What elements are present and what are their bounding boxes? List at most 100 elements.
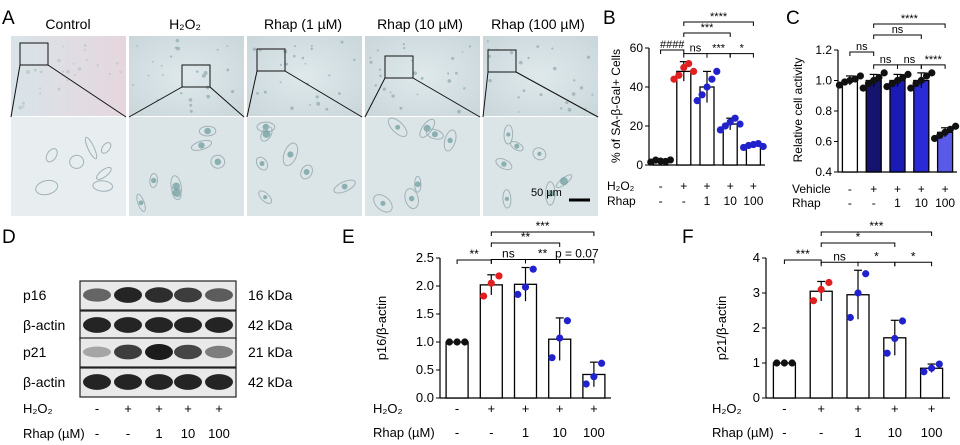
data-point xyxy=(898,317,907,325)
significance-label: p = 0.07 xyxy=(555,247,599,261)
condition-value: - xyxy=(848,196,852,210)
data-point xyxy=(941,128,949,136)
data-point xyxy=(883,349,891,357)
cell-outline xyxy=(170,175,182,198)
condition-value: - xyxy=(682,194,686,208)
cell-speckle xyxy=(279,81,282,84)
data-point xyxy=(698,91,706,99)
cell-speckle xyxy=(315,95,319,99)
bar xyxy=(889,79,906,173)
significance-bracket xyxy=(873,34,922,39)
stained-nucleus xyxy=(447,137,453,144)
cell-speckle xyxy=(486,40,489,43)
data-point xyxy=(920,368,928,376)
y-tick-label: 3 xyxy=(753,285,760,300)
cell-speckle xyxy=(136,45,138,47)
kda-42-1: 42 kDa xyxy=(248,317,293,333)
cell-outline xyxy=(495,157,513,171)
cell-speckle xyxy=(57,58,61,63)
stained-nucleus xyxy=(341,183,348,190)
y-tick-label: 60 xyxy=(630,41,644,55)
bar xyxy=(809,290,833,399)
kda-21: 21 kDa xyxy=(248,344,293,360)
data-point xyxy=(521,283,530,291)
cell-speckle xyxy=(399,106,403,110)
kda-16: 16 kDa xyxy=(248,287,293,303)
condition-value: 10 xyxy=(888,425,902,440)
panel-d-western-blot: p16 β-actin p21 β-actin 16 kDa 42 kDa 21… xyxy=(23,280,293,441)
significance-label: ** xyxy=(538,247,548,261)
blot-band xyxy=(145,287,173,303)
condition-value: + xyxy=(590,401,598,416)
cell-speckle xyxy=(83,44,87,47)
condition-value: + xyxy=(894,182,901,196)
cell-speckle xyxy=(226,68,230,72)
cell-speckle xyxy=(310,45,313,48)
cell-speckle xyxy=(552,66,557,71)
y-tick-label: 1.2 xyxy=(815,43,832,57)
data-point xyxy=(548,354,556,362)
cell-speckle xyxy=(285,62,289,66)
y-tick-label: 20 xyxy=(630,119,644,133)
significance-bracket xyxy=(490,231,595,236)
y-tick-label: 0.6 xyxy=(815,135,832,149)
cell-speckle xyxy=(195,70,199,73)
cell-speckle xyxy=(169,55,173,58)
data-point xyxy=(666,156,675,164)
stained-nucleus xyxy=(506,132,511,137)
significance-label: #### xyxy=(660,39,685,51)
stained-nucleus xyxy=(395,124,401,130)
stained-nucleus xyxy=(547,190,554,197)
cell-speckle xyxy=(488,54,491,58)
condition-value: + xyxy=(703,179,710,193)
zoom-box xyxy=(384,55,414,79)
data-point xyxy=(864,79,873,88)
cell-speckle xyxy=(391,94,395,98)
blot-h2o2-sign: + xyxy=(124,401,132,416)
data-point xyxy=(935,360,943,368)
cell-speckle xyxy=(522,89,526,93)
cell-speckle xyxy=(591,93,594,96)
cell-speckle xyxy=(413,71,418,75)
y-tick-label: 1.5 xyxy=(416,306,434,321)
blot-band xyxy=(83,317,111,333)
cell-speckle xyxy=(147,74,150,77)
zoom-box xyxy=(19,42,49,66)
condition-value: + xyxy=(750,179,757,193)
data-point xyxy=(904,70,912,78)
cell-speckle xyxy=(263,90,267,94)
condition-value: - xyxy=(455,401,459,416)
data-point xyxy=(931,134,939,143)
significance-bracket xyxy=(920,64,946,69)
significance-label: ns xyxy=(892,24,904,36)
data-point xyxy=(875,73,883,82)
data-point xyxy=(726,118,734,126)
data-point xyxy=(759,142,767,151)
blot-band xyxy=(174,374,202,390)
y-tick-label: 0.5 xyxy=(416,362,434,377)
zoom-line xyxy=(209,86,245,118)
data-point xyxy=(445,338,453,346)
cell-speckle xyxy=(369,56,372,59)
stained-nucleus xyxy=(204,127,211,135)
data-point xyxy=(917,76,925,85)
cell-speckle xyxy=(410,59,413,62)
cell-outline xyxy=(100,142,112,154)
y-tick-label: 4 xyxy=(753,250,760,265)
cell-speckle xyxy=(226,45,229,47)
cell-speckle xyxy=(457,109,461,114)
significance-label: ns xyxy=(856,41,868,53)
cell-speckle xyxy=(316,101,321,106)
cell-speckle xyxy=(301,56,305,60)
blot-band xyxy=(83,288,111,302)
y-tick-label: 0.0 xyxy=(416,390,434,405)
cell-speckle xyxy=(461,51,464,53)
cell-speckle xyxy=(328,74,331,77)
cell-speckle xyxy=(402,42,405,46)
significance-label: *** xyxy=(796,247,810,261)
significance-label: **** xyxy=(901,13,919,25)
blot-h2o2-label: H₂O₂ xyxy=(23,401,53,416)
cell-speckle xyxy=(119,71,122,74)
condition-value: + xyxy=(891,401,899,416)
